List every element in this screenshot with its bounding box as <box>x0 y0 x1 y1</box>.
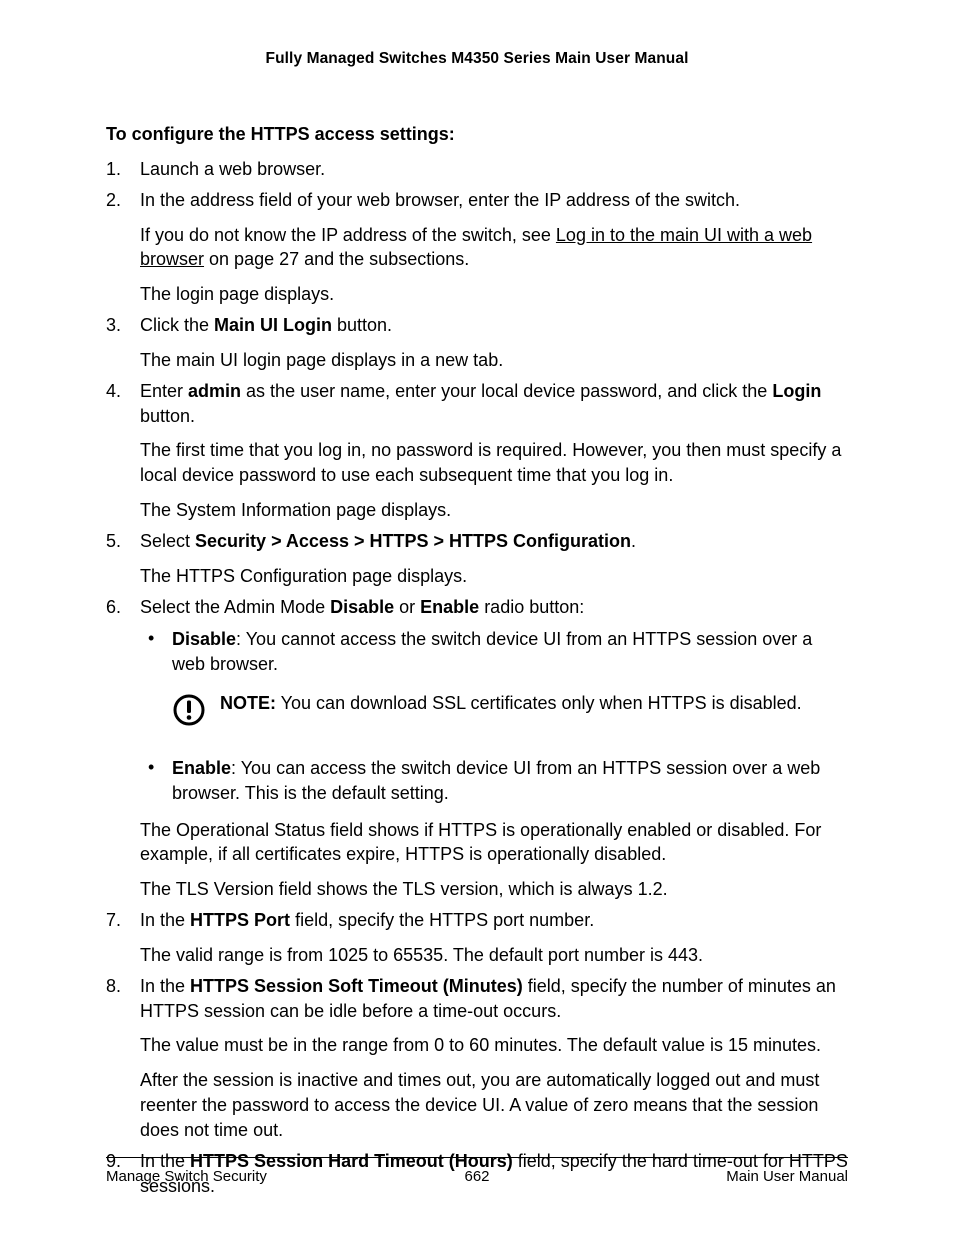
text: Click the <box>140 315 214 335</box>
step-6: Select the Admin Mode Disable or Enable … <box>106 595 848 902</box>
alert-icon <box>172 693 206 734</box>
step-text: The TLS Version field shows the TLS vers… <box>140 877 848 902</box>
bold-text: HTTPS Port <box>190 910 290 930</box>
step-3: Click the Main UI Login button. The main… <box>106 313 848 373</box>
step-text: Enter admin as the user name, enter your… <box>140 379 848 429</box>
text: as the user name, enter your local devic… <box>241 381 772 401</box>
text: or <box>394 597 420 617</box>
step-text: In the address field of your web browser… <box>140 188 848 213</box>
bold-text: Security > Access > HTTPS > HTTPS Config… <box>195 531 631 551</box>
section-heading: To configure the HTTPS access settings: <box>106 124 848 145</box>
page-footer: Manage Switch Security 662 Main User Man… <box>106 1157 848 1185</box>
text: . <box>631 531 636 551</box>
bold-text: Main UI Login <box>214 315 332 335</box>
step-text: The valid range is from 1025 to 65535. T… <box>140 943 848 968</box>
bold-text: Login <box>772 381 821 401</box>
step-text: If you do not know the IP address of the… <box>140 223 848 273</box>
step-text: Select Security > Access > HTTPS > HTTPS… <box>140 529 848 554</box>
step-text: The login page displays. <box>140 282 848 307</box>
step-text: Select the Admin Mode Disable or Enable … <box>140 595 848 620</box>
step-8: In the HTTPS Session Soft Timeout (Minut… <box>106 974 848 1143</box>
document-title: Fully Managed Switches M4350 Series Main… <box>106 50 848 68</box>
step-4: Enter admin as the user name, enter your… <box>106 379 848 523</box>
step-text: The HTTPS Configuration page displays. <box>140 564 848 589</box>
text: In the <box>140 976 190 996</box>
step-text: In the HTTPS Port field, specify the HTT… <box>140 908 848 933</box>
bullet-list: Disable: You cannot access the switch de… <box>140 627 848 805</box>
step-text: After the session is inactive and times … <box>140 1068 848 1142</box>
page: Fully Managed Switches M4350 Series Main… <box>0 0 954 1235</box>
bold-text: Disable <box>172 629 236 649</box>
bold-text: Disable <box>330 597 394 617</box>
text: Select the Admin Mode <box>140 597 330 617</box>
text: on page 27 and the subsections. <box>204 249 469 269</box>
bold-text: HTTPS Session Soft Timeout (Minutes) <box>190 976 523 996</box>
text: : You can access the switch device UI fr… <box>172 758 820 803</box>
step-text: The Operational Status field shows if HT… <box>140 818 848 868</box>
text: Select <box>140 531 195 551</box>
bullet-disable: Disable: You cannot access the switch de… <box>140 627 848 733</box>
text: If you do not know the IP address of the… <box>140 225 556 245</box>
step-2: In the address field of your web browser… <box>106 188 848 307</box>
step-1: Launch a web browser. <box>106 157 848 182</box>
step-text: The System Information page displays. <box>140 498 848 523</box>
bold-text: Enable <box>420 597 479 617</box>
step-text: Click the Main UI Login button. <box>140 313 848 338</box>
footer-right: Main User Manual <box>726 1168 848 1185</box>
text: button. <box>140 406 195 426</box>
step-text: The first time that you log in, no passw… <box>140 438 848 488</box>
step-text: Launch a web browser. <box>140 157 848 182</box>
note-label: NOTE: <box>220 693 276 713</box>
bold-text: Enable <box>172 758 231 778</box>
step-text: The value must be in the range from 0 to… <box>140 1033 848 1058</box>
text: : You cannot access the switch device UI… <box>172 629 812 674</box>
step-7: In the HTTPS Port field, specify the HTT… <box>106 908 848 968</box>
footer-left: Manage Switch Security <box>106 1168 267 1185</box>
step-text: The main UI login page displays in a new… <box>140 348 848 373</box>
bullet-enable: Enable: You can access the switch device… <box>140 756 848 806</box>
note-text: NOTE: You can download SSL certificates … <box>220 691 848 716</box>
step-text: In the HTTPS Session Soft Timeout (Minut… <box>140 974 848 1024</box>
bold-text: admin <box>188 381 241 401</box>
text: You can download SSL certificates only w… <box>276 693 802 713</box>
footer-page-number: 662 <box>464 1168 489 1185</box>
text: button. <box>332 315 392 335</box>
steps-list: Launch a web browser. In the address fie… <box>106 157 848 1198</box>
text: field, specify the HTTPS port number. <box>290 910 594 930</box>
text: radio button: <box>479 597 584 617</box>
text: Enter <box>140 381 188 401</box>
step-5: Select Security > Access > HTTPS > HTTPS… <box>106 529 848 589</box>
note-block: NOTE: You can download SSL certificates … <box>172 691 848 734</box>
text: In the <box>140 910 190 930</box>
